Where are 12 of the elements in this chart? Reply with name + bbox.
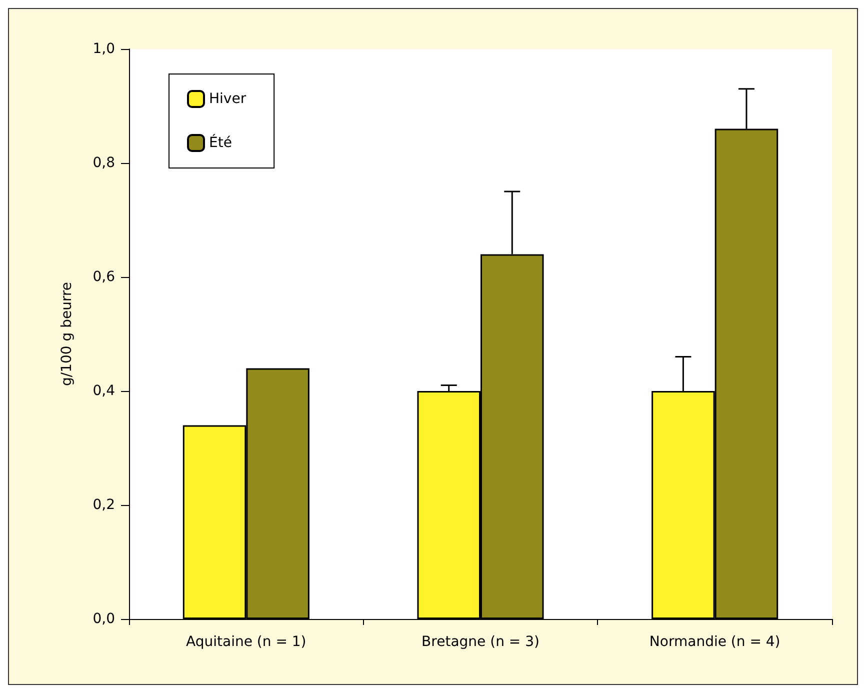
x-tick-label: Bretagne (n = 3) bbox=[422, 634, 540, 650]
y-tick-label: 0,8 bbox=[92, 155, 115, 171]
y-tick-label: 0,0 bbox=[92, 611, 115, 627]
x-tick-label: Aquitaine (n = 1) bbox=[186, 634, 306, 650]
legend-label: Été bbox=[209, 134, 232, 151]
y-tick-label: 0,2 bbox=[92, 497, 115, 513]
y-tick-label: 1,0 bbox=[92, 41, 115, 57]
y-tick-label: 0,4 bbox=[92, 383, 116, 399]
legend-label: Hiver bbox=[209, 91, 246, 107]
x-tick-label: Normandie (n = 4) bbox=[649, 634, 780, 650]
y-axis-title: g/100 g beurre bbox=[59, 282, 75, 386]
y-tick-label: 0,6 bbox=[92, 269, 116, 285]
